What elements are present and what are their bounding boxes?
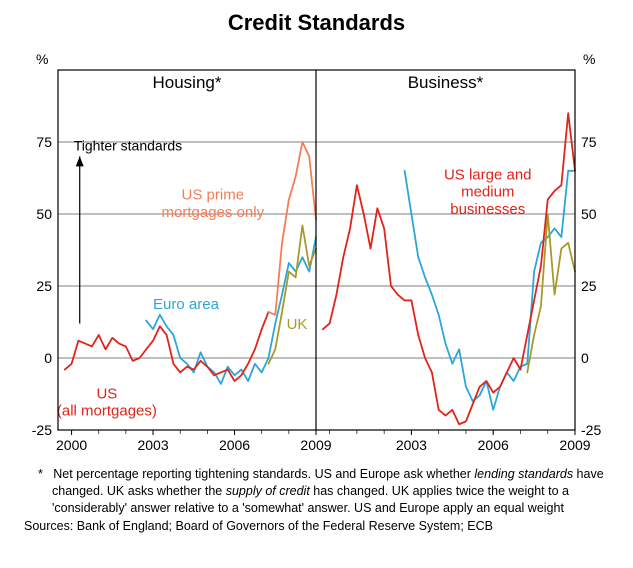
chart-title: Credit Standards xyxy=(10,10,623,36)
svg-text:-25: -25 xyxy=(32,422,52,438)
chart-footnote: * Net percentage reporting tightening st… xyxy=(38,466,623,517)
chart-svg: -25 -25 0 0 25 25 50 50 75 75%% 2000 2003 2006 2009 20… xyxy=(10,40,623,460)
svg-text:Housing*: Housing* xyxy=(153,73,222,92)
svg-text:2006: 2006 xyxy=(478,437,509,453)
chart-svg-container: -25 -25 0 0 25 25 50 50 75 75%% 2000 2003 2006 2009 20… xyxy=(10,40,623,460)
svg-text:-25: -25 xyxy=(581,422,601,438)
svg-text:2006: 2006 xyxy=(219,437,250,453)
svg-text:%: % xyxy=(36,51,48,67)
svg-text:2000: 2000 xyxy=(56,437,87,453)
svg-text:Business*: Business* xyxy=(408,73,484,92)
svg-text:2003: 2003 xyxy=(396,437,427,453)
svg-text:2009: 2009 xyxy=(559,437,590,453)
svg-text:75: 75 xyxy=(581,134,597,150)
svg-text:50: 50 xyxy=(581,206,597,222)
svg-text:US large andmediumbusinesses: US large andmediumbusinesses xyxy=(444,166,532,218)
svg-text:US primemortgages only: US primemortgages only xyxy=(162,187,265,221)
svg-text:50: 50 xyxy=(36,206,52,222)
svg-text:25: 25 xyxy=(36,278,52,294)
svg-text:%: % xyxy=(583,51,595,67)
svg-text:Tighter standards: Tighter standards xyxy=(74,137,182,153)
chart-sources: Sources: Bank of England; Board of Gover… xyxy=(24,519,623,533)
svg-text:75: 75 xyxy=(36,134,52,150)
svg-text:US(all mortgages): US(all mortgages) xyxy=(57,385,157,419)
svg-text:0: 0 xyxy=(44,350,52,366)
svg-text:2003: 2003 xyxy=(137,437,168,453)
svg-text:25: 25 xyxy=(581,278,597,294)
svg-text:Euro area: Euro area xyxy=(153,296,220,313)
svg-text:UK: UK xyxy=(287,316,308,333)
svg-text:2009: 2009 xyxy=(300,437,331,453)
svg-text:0: 0 xyxy=(581,350,589,366)
